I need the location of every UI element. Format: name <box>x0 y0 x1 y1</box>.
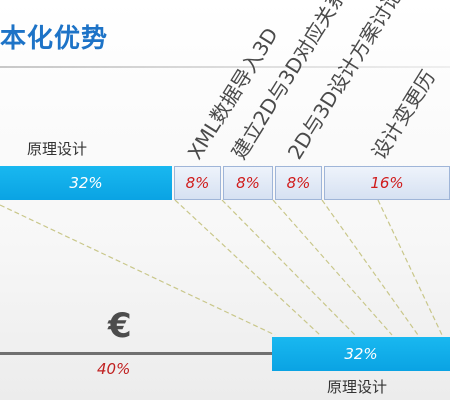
segment-principle-design-bottom: 32% <box>272 337 450 371</box>
segment-xml-import: 8% <box>174 166 221 200</box>
connector-line <box>377 199 443 336</box>
left-percentage: 40% <box>97 360 131 378</box>
page-title: 本化优势 <box>0 24 109 54</box>
baseline-rule <box>0 352 272 355</box>
top-segment-bar: 32% 8% 8% 8% 16% <box>0 166 450 200</box>
connector-line <box>174 199 321 336</box>
connector-line <box>0 204 276 336</box>
segment-2d-3d-mapping: 8% <box>223 166 273 200</box>
euro-icon: € <box>108 306 132 346</box>
segment-design-discussion: 8% <box>275 166 322 200</box>
segment-design-change: 16% <box>324 166 450 200</box>
bottom-segment-bar: 32% <box>272 337 450 371</box>
top-row-label: 原理设计 <box>27 140 88 158</box>
title-divider <box>0 66 450 68</box>
bottom-row-label: 原理设计 <box>327 378 388 396</box>
connector-line <box>321 199 419 336</box>
connector-line <box>221 199 356 336</box>
connector-line <box>272 199 393 336</box>
segment-principle-design: 32% <box>0 166 172 200</box>
